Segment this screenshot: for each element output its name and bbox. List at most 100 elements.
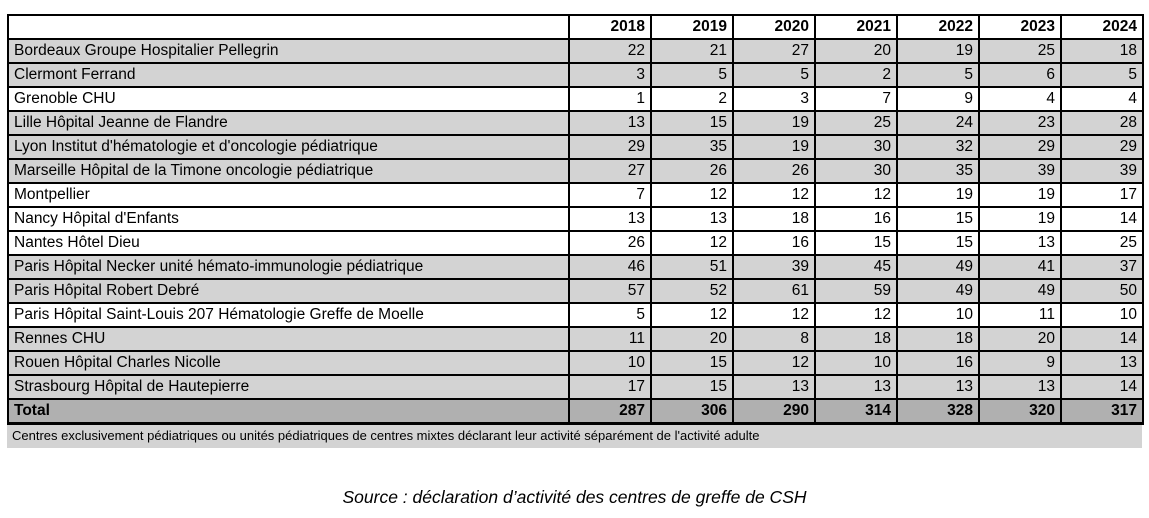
year-value: 30 <box>814 158 898 184</box>
year-value: 12 <box>650 230 734 256</box>
year-value: 14 <box>1060 374 1144 400</box>
year-value: 5 <box>568 302 652 328</box>
year-value: 14 <box>1060 326 1144 352</box>
year-value: 22 <box>568 38 652 64</box>
year-value: 15 <box>650 374 734 400</box>
year-value: 21 <box>650 38 734 64</box>
year-value: 39 <box>1060 158 1144 184</box>
year-value: 13 <box>978 374 1062 400</box>
year-value: 17 <box>1060 182 1144 208</box>
year-value: 35 <box>896 158 980 184</box>
year-value: 13 <box>568 110 652 136</box>
year-value: 15 <box>650 110 734 136</box>
year-value: 10 <box>568 350 652 376</box>
year-value: 9 <box>978 350 1062 376</box>
center-name: Nantes Hôtel Dieu <box>7 230 570 256</box>
year-value: 46 <box>568 254 652 280</box>
total-value: 328 <box>896 398 980 425</box>
total-value: 290 <box>732 398 816 425</box>
year-value: 45 <box>814 254 898 280</box>
year-value: 5 <box>650 62 734 88</box>
year-value: 10 <box>814 350 898 376</box>
year-value: 18 <box>732 206 816 232</box>
year-value: 4 <box>1060 86 1144 112</box>
year-value: 17 <box>568 374 652 400</box>
year-value: 7 <box>568 182 652 208</box>
center-name: Bordeaux Groupe Hospitalier Pellegrin <box>7 38 570 64</box>
year-value: 25 <box>1060 230 1144 256</box>
table-row: Clermont Ferrand 3 5 5 2 5 6 5 <box>7 62 1144 88</box>
year-value: 5 <box>732 62 816 88</box>
empty-corner-cell <box>7 14 570 40</box>
year-header: 2020 <box>732 14 816 40</box>
year-value: 26 <box>650 158 734 184</box>
year-value: 18 <box>814 326 898 352</box>
year-value: 25 <box>978 38 1062 64</box>
year-value: 57 <box>568 278 652 304</box>
year-header: 2024 <box>1060 14 1144 40</box>
table-body: Bordeaux Groupe Hospitalier Pellegrin 22… <box>7 38 1144 400</box>
year-value: 37 <box>1060 254 1144 280</box>
table-row: Strasbourg Hôpital de Hautepierre 17 15 … <box>7 374 1144 400</box>
total-value: 314 <box>814 398 898 425</box>
year-value: 19 <box>978 206 1062 232</box>
year-header: 2018 <box>568 14 652 40</box>
table-row: Grenoble CHU 1 2 3 7 9 4 4 <box>7 86 1144 112</box>
year-value: 13 <box>568 206 652 232</box>
table-row: Rennes CHU 11 20 8 18 18 20 14 <box>7 326 1144 352</box>
table-row: Paris Hôpital Robert Debré 57 52 61 59 4… <box>7 278 1144 304</box>
year-value: 8 <box>732 326 816 352</box>
year-header: 2019 <box>650 14 734 40</box>
center-name: Strasbourg Hôpital de Hautepierre <box>7 374 570 400</box>
center-name: Nancy Hôpital d'Enfants <box>7 206 570 232</box>
total-label: Total <box>7 398 570 425</box>
year-value: 12 <box>732 182 816 208</box>
year-value: 12 <box>814 182 898 208</box>
year-value: 10 <box>896 302 980 328</box>
year-value: 29 <box>568 134 652 160</box>
table-row: Paris Hôpital Saint-Louis 207 Hématologi… <box>7 302 1144 328</box>
table-row: Lyon Institut d'hématologie et d'oncolog… <box>7 134 1144 160</box>
year-value: 16 <box>814 206 898 232</box>
year-value: 5 <box>1060 62 1144 88</box>
table-row: Bordeaux Groupe Hospitalier Pellegrin 22… <box>7 38 1144 64</box>
center-name: Marseille Hôpital de la Timone oncologie… <box>7 158 570 184</box>
year-value: 20 <box>650 326 734 352</box>
year-value: 27 <box>568 158 652 184</box>
center-name: Lyon Institut d'hématologie et d'oncolog… <box>7 134 570 160</box>
year-value: 32 <box>896 134 980 160</box>
year-value: 41 <box>978 254 1062 280</box>
year-value: 2 <box>814 62 898 88</box>
year-value: 19 <box>978 182 1062 208</box>
year-value: 28 <box>1060 110 1144 136</box>
year-value: 59 <box>814 278 898 304</box>
year-value: 26 <box>732 158 816 184</box>
year-value: 13 <box>978 230 1062 256</box>
year-value: 30 <box>814 134 898 160</box>
year-value: 49 <box>896 254 980 280</box>
table-row: Nantes Hôtel Dieu 26 12 16 15 15 13 25 <box>7 230 1144 256</box>
year-value: 49 <box>896 278 980 304</box>
total-value: 306 <box>650 398 734 425</box>
year-value: 51 <box>650 254 734 280</box>
year-value: 19 <box>732 110 816 136</box>
center-name: Lille Hôpital Jeanne de Flandre <box>7 110 570 136</box>
table-row: Montpellier 7 12 12 12 19 19 17 <box>7 182 1144 208</box>
year-value: 16 <box>896 350 980 376</box>
year-value: 15 <box>896 230 980 256</box>
year-header: 2023 <box>978 14 1062 40</box>
year-value: 19 <box>896 182 980 208</box>
year-value: 13 <box>814 374 898 400</box>
year-value: 29 <box>1060 134 1144 160</box>
year-value: 9 <box>896 86 980 112</box>
year-value: 18 <box>896 326 980 352</box>
year-value: 12 <box>650 302 734 328</box>
year-value: 15 <box>896 206 980 232</box>
year-value: 3 <box>732 86 816 112</box>
year-value: 25 <box>814 110 898 136</box>
year-header: 2022 <box>896 14 980 40</box>
center-name: Paris Hôpital Robert Debré <box>7 278 570 304</box>
year-value: 12 <box>650 182 734 208</box>
table-row: Lille Hôpital Jeanne de Flandre 13 15 19… <box>7 110 1144 136</box>
year-value: 20 <box>814 38 898 64</box>
